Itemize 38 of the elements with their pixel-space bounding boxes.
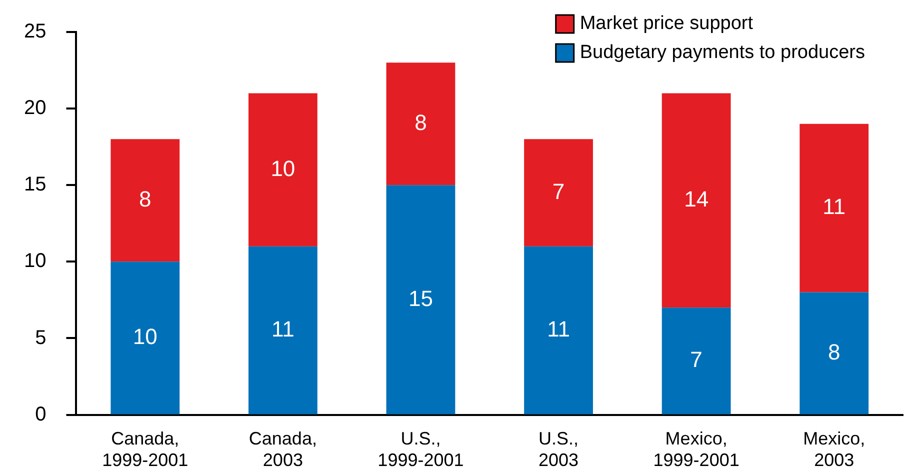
bar	[800, 292, 869, 414]
x-tick-label: Mexico, 2003	[803, 428, 866, 470]
y-tick-label: 0	[35, 403, 46, 426]
data-label: 7	[552, 178, 565, 204]
bar	[524, 246, 593, 414]
data-label: 8	[414, 110, 427, 135]
bar	[662, 308, 731, 414]
data-label: 11	[272, 316, 294, 342]
data-label: 8	[828, 339, 840, 364]
bar	[110, 139, 180, 262]
bar	[248, 93, 318, 246]
y-tick-label: 15	[24, 174, 46, 196]
data-label: 11	[822, 194, 846, 220]
data-label: 15	[408, 286, 433, 311]
x-tick-label: Canada, 2003	[248, 428, 317, 470]
data-label: 14	[684, 186, 709, 212]
y-tick-label: 20	[24, 97, 46, 120]
bar	[662, 93, 731, 308]
legend-label: Market price support	[580, 13, 754, 34]
bar	[248, 246, 318, 414]
x-tick-label: U.S., 1999-2001	[378, 428, 464, 470]
data-label: 10	[270, 156, 296, 181]
x-tick-label: Canada, 1999-2001	[102, 428, 188, 470]
bar	[524, 139, 593, 246]
data-label: 7	[690, 347, 702, 372]
data-label: 10	[132, 324, 158, 350]
bar	[386, 185, 456, 414]
y-tick-label: 5	[35, 326, 46, 349]
x-tick-label: U.S., 2003	[538, 428, 579, 470]
bar	[800, 124, 869, 292]
bar	[110, 262, 180, 414]
legend-label: Budgetary payments to producers	[580, 42, 866, 64]
y-tick-label: 25	[24, 20, 46, 43]
y-tick-label: 10	[24, 250, 46, 272]
bar	[386, 62, 456, 186]
data-label: 11	[547, 316, 570, 342]
data-label: 8	[139, 186, 152, 212]
x-tick-label: Mexico, 1999-2001	[653, 428, 740, 470]
